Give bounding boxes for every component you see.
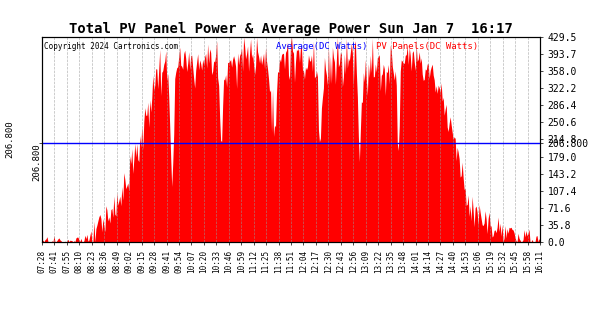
Text: Copyright 2024 Cartronics.com: Copyright 2024 Cartronics.com <box>44 42 179 51</box>
Text: 206.800: 206.800 <box>5 121 14 158</box>
Text: Average(DC Watts): Average(DC Watts) <box>276 42 367 51</box>
Title: Total PV Panel Power & Average Power Sun Jan 7  16:17: Total PV Panel Power & Average Power Sun… <box>69 22 513 36</box>
Text: 206.800: 206.800 <box>32 143 41 181</box>
Text: PV Panels(DC Watts): PV Panels(DC Watts) <box>376 42 478 51</box>
